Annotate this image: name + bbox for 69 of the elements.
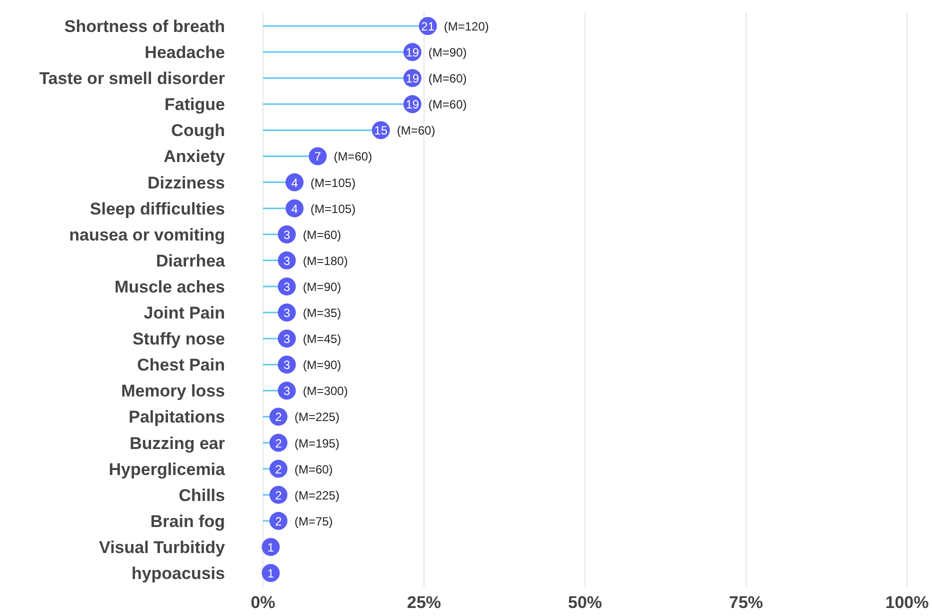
annotation: 1 [267, 566, 274, 580]
annotation: 3 [283, 280, 290, 294]
y-tick-label: Hyperglicemia [108, 460, 226, 479]
annotation: (M=105) [310, 202, 356, 216]
annotation: (M=90) [428, 46, 467, 60]
y-tick-label: hypoacusis [131, 564, 225, 583]
annotation: (M=60) [334, 150, 372, 164]
annotation: (M=195) [294, 436, 340, 450]
y-tick-label: Stuffy nose [132, 330, 225, 349]
annotation: 4 [291, 202, 298, 216]
annotation: (M=75) [294, 514, 333, 528]
annotation: 2 [275, 488, 282, 502]
annotation: 19 [406, 72, 420, 86]
annotation: 3 [283, 254, 290, 268]
y-tick-label: Visual Turbitidy [99, 538, 226, 557]
annotation: 3 [283, 384, 290, 398]
y-tick-label: Chest Pain [137, 356, 225, 375]
annotation: 3 [283, 306, 290, 320]
y-tick-label: Headache [144, 43, 225, 62]
y-tick-label: Brain fog [150, 512, 225, 531]
annotation: 19 [406, 46, 420, 60]
annotation: (M=35) [302, 306, 342, 320]
y-tick-label: Fatigue [164, 95, 225, 114]
annotation: 4 [291, 176, 298, 190]
y-tick-label: Anxiety [164, 147, 226, 166]
x-tick-label: 0% [250, 593, 276, 612]
annotation: 15 [374, 124, 388, 138]
annotation: (M=60) [428, 72, 467, 86]
annotation: 21 [421, 20, 435, 34]
y-tick-label: Buzzing ear [130, 434, 226, 453]
annotation: (M=60) [428, 98, 467, 112]
annotation: (M=90) [302, 280, 342, 294]
annotation: (M=180) [302, 254, 348, 268]
annotation: (M=225) [294, 488, 340, 502]
annotation: (M=225) [294, 410, 340, 424]
y-tick-label: Muscle aches [114, 277, 225, 296]
annotation: (M=60) [294, 462, 333, 476]
x-tick-label: 50% [568, 593, 602, 612]
annotation: (M=90) [302, 358, 342, 372]
annotation: (M=60) [396, 124, 436, 138]
annotation: 19 [406, 98, 420, 112]
y-tick-label: Joint Pain [144, 304, 225, 323]
annotation: (M=60) [302, 228, 342, 242]
y-tick-label: Memory loss [121, 382, 225, 401]
annotation: 2 [275, 462, 282, 476]
y-tick-label: Palpitations [128, 408, 225, 427]
x-tick-label: 75% [728, 593, 764, 612]
annotation: 2 [275, 514, 282, 528]
y-tick-label: Shortness of breath [64, 17, 225, 36]
annotation: (M=120) [444, 20, 489, 34]
y-tick-label: Taste or smell disorder [39, 69, 226, 88]
y-tick-label: Diarrhea [156, 251, 226, 270]
annotation: 2 [275, 410, 282, 424]
y-tick-label: nausea or vomiting [69, 225, 225, 244]
y-tick-label: Chills [178, 486, 225, 505]
annotation: (M=300) [302, 384, 348, 398]
annotation: 2 [275, 436, 282, 450]
annotation: 3 [283, 228, 290, 242]
y-tick-label: Dizziness [148, 173, 225, 192]
y-tick-label: Sleep difficulties [90, 199, 225, 218]
annotation: 3 [283, 358, 290, 372]
annotation: (M=105) [310, 176, 356, 190]
annotation: 3 [283, 332, 290, 346]
x-tick-label: 25% [406, 593, 442, 612]
annotation: (M=45) [302, 332, 342, 346]
annotation: 1 [267, 540, 274, 554]
x-tick-label: 100% [885, 593, 929, 612]
annotation: 7 [314, 150, 322, 164]
y-tick-label: Cough [171, 121, 225, 140]
